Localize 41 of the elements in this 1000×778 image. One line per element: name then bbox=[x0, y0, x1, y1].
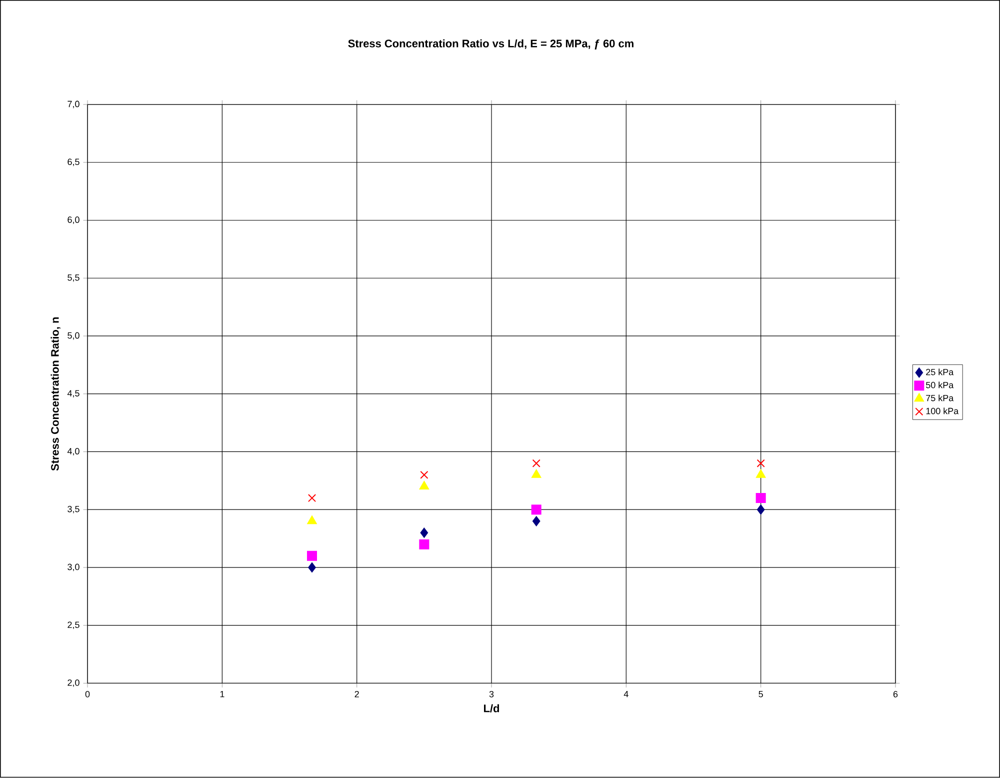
x-tick-label: 3 bbox=[489, 691, 494, 698]
x-tick-label: 2 bbox=[354, 691, 359, 698]
point bbox=[532, 516, 540, 526]
point bbox=[756, 470, 766, 478]
point bbox=[420, 470, 428, 480]
point bbox=[420, 528, 428, 538]
x-tick-label: 5 bbox=[758, 691, 763, 698]
legend-label: 100 kPa bbox=[926, 408, 959, 414]
point bbox=[308, 494, 316, 502]
legend-label: 25 kPa bbox=[926, 368, 954, 376]
y-tick-label: 5,5 bbox=[68, 274, 80, 282]
x-tick-label: 1 bbox=[220, 691, 224, 698]
y-tick-label: 2,5 bbox=[68, 622, 80, 630]
point bbox=[419, 539, 430, 550]
x-axis-title: L/d bbox=[484, 704, 499, 712]
y-tick-label: 6,0 bbox=[68, 216, 80, 224]
y-axis-title: Stress Concentration Ratio, n bbox=[50, 318, 60, 471]
point bbox=[756, 493, 766, 504]
chart-title: Stress Concentration Ratio vs L/d, E = 25 MPa, ƒ 60 cm bbox=[348, 39, 634, 50]
point bbox=[756, 504, 765, 515]
legend-label: 50 kPa bbox=[926, 382, 954, 388]
point bbox=[532, 459, 540, 468]
y-tick-label: 6,5 bbox=[68, 158, 80, 166]
point bbox=[532, 470, 542, 478]
y-tick-label: 3,0 bbox=[68, 564, 80, 572]
point bbox=[531, 504, 542, 515]
point bbox=[419, 481, 430, 490]
point bbox=[756, 459, 765, 468]
y-tick-label: 5,0 bbox=[68, 332, 80, 340]
x-tick-label: 4 bbox=[624, 691, 628, 698]
point bbox=[307, 516, 317, 524]
legend-label: 75 kPa bbox=[926, 394, 954, 402]
point bbox=[306, 551, 317, 562]
y-tick-label: 4,0 bbox=[67, 448, 80, 456]
x-tick-label: 6 bbox=[893, 691, 898, 698]
point bbox=[308, 562, 316, 573]
y-tick-label: 2,0 bbox=[68, 680, 80, 688]
y-tick-label: 7,0 bbox=[68, 100, 80, 108]
x-tick-label: 0 bbox=[85, 691, 90, 698]
y-tick-label: 4,5 bbox=[67, 390, 80, 398]
y-tick-label: 3,5 bbox=[68, 506, 80, 514]
